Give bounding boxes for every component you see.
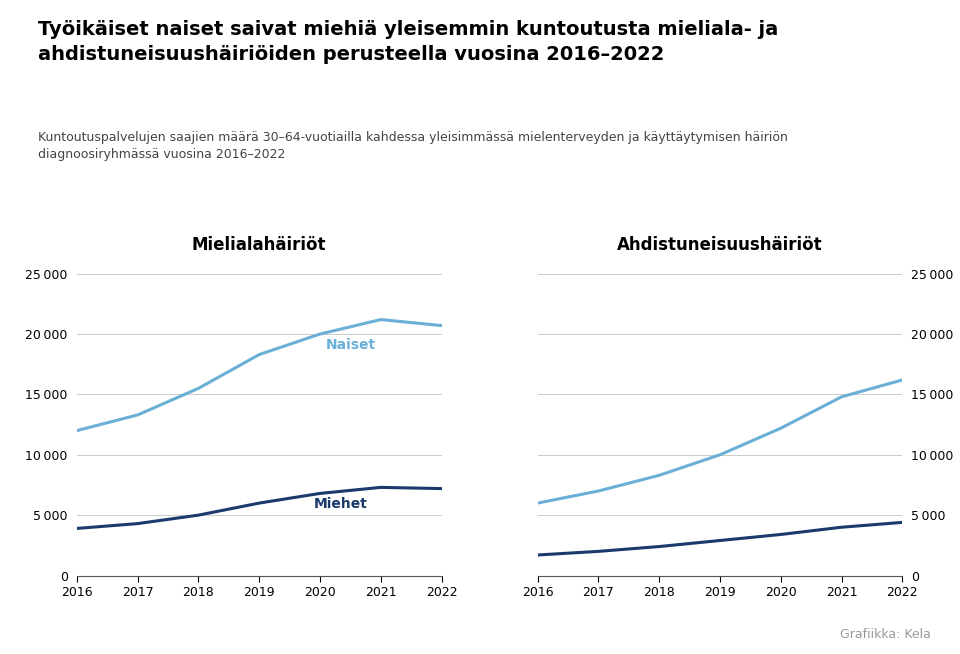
Title: Ahdistuneisuushäiriöt: Ahdistuneisuushäiriöt	[617, 237, 823, 254]
Text: Grafiikka: Kela: Grafiikka: Kela	[840, 628, 931, 641]
Text: Naiset: Naiset	[326, 337, 376, 352]
Text: Työikäiset naiset saivat miehiä yleisemmin kuntoutusta mieliala- ja
ahdistuneisu: Työikäiset naiset saivat miehiä yleisemm…	[38, 20, 779, 63]
Text: Kuntoutuspalvelujen saajien määrä 30–64-vuotiailla kahdessa yleisimmässä mielent: Kuntoutuspalvelujen saajien määrä 30–64-…	[38, 131, 788, 161]
Title: Mielialahäiriöt: Mielialahäiriöt	[192, 237, 326, 254]
Text: Miehet: Miehet	[314, 497, 368, 511]
